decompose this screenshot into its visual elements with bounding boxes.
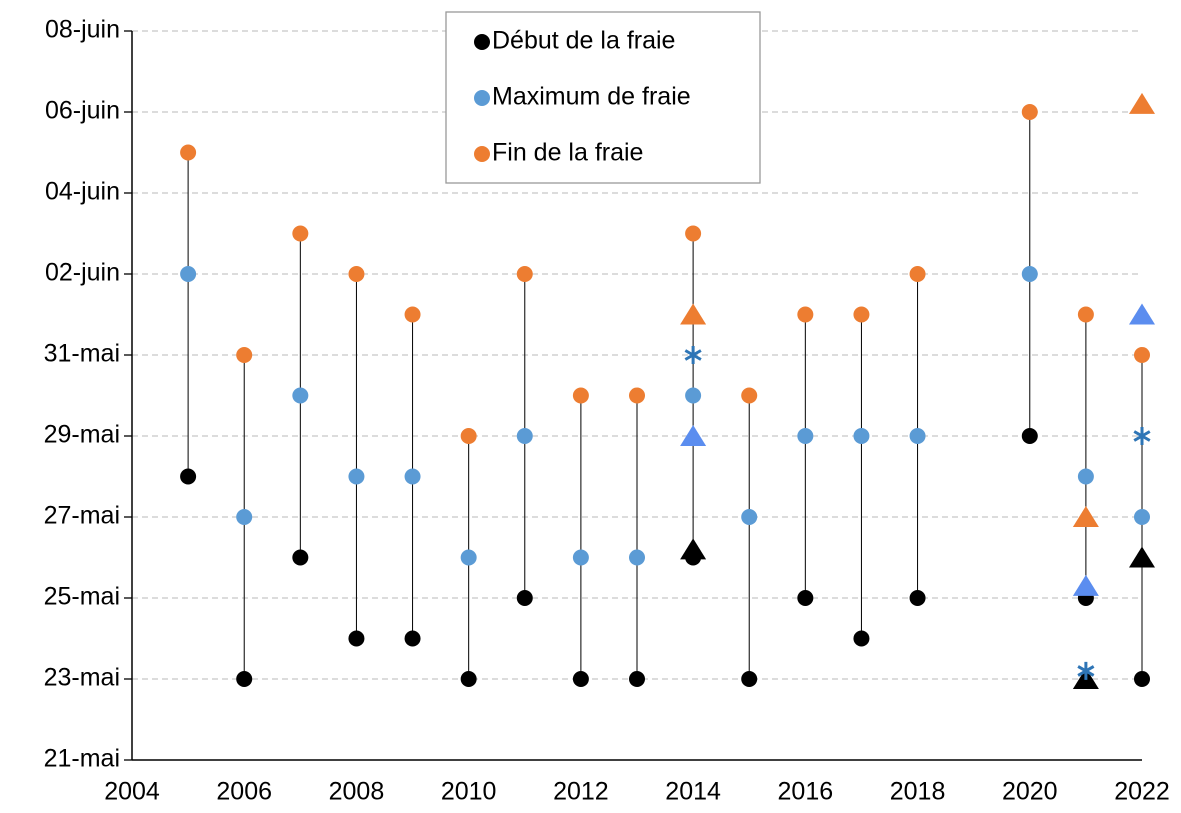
point — [292, 225, 309, 242]
point — [741, 509, 758, 525]
legend-marker — [474, 34, 490, 50]
point — [404, 468, 421, 485]
point — [516, 266, 533, 282]
point — [516, 428, 533, 444]
triangle-marker — [1072, 574, 1099, 596]
point — [404, 306, 421, 323]
point — [685, 225, 702, 242]
triangle-marker — [680, 538, 707, 560]
point — [1021, 428, 1038, 444]
point — [1077, 306, 1094, 323]
point — [629, 549, 645, 566]
triangle-marker — [1129, 92, 1155, 114]
y-tick-label: 25-mai — [44, 583, 120, 611]
point — [460, 671, 477, 687]
x-tick-label: 2018 — [890, 778, 946, 806]
point — [853, 428, 870, 444]
point — [516, 590, 533, 606]
triangle-marker — [1129, 546, 1155, 568]
x-tick-label: 2020 — [1002, 778, 1058, 806]
point — [741, 671, 758, 687]
y-tick-label: 27-mai — [44, 502, 120, 530]
triangle-marker — [680, 425, 707, 446]
legend-marker — [474, 146, 490, 162]
point — [348, 266, 365, 282]
asterisk-marker — [1077, 661, 1095, 680]
point — [572, 387, 589, 404]
point — [1021, 104, 1038, 120]
point — [348, 468, 365, 485]
x-tick-label: 2004 — [104, 778, 160, 806]
asterisk-marker — [1133, 427, 1151, 445]
legend-label: Fin de la fraie — [492, 139, 643, 167]
point — [685, 387, 702, 404]
y-tick-label: 31-mai — [44, 340, 120, 368]
point — [180, 468, 197, 485]
point — [236, 671, 253, 687]
point — [292, 549, 309, 566]
y-tick-label: 06-juin — [45, 97, 120, 125]
point — [180, 144, 197, 161]
point — [460, 428, 477, 444]
legend-marker — [474, 90, 490, 106]
point — [909, 266, 926, 282]
point — [853, 630, 870, 647]
point — [629, 387, 645, 404]
x-tick-label: 2016 — [778, 778, 834, 806]
x-tick-label: 2022 — [1114, 778, 1170, 806]
y-tick-label: 04-juin — [45, 178, 120, 206]
legend-box — [445, 11, 761, 184]
triangle-marker — [1072, 506, 1099, 527]
y-tick-label: 23-mai — [44, 664, 120, 692]
point — [797, 590, 814, 606]
point — [572, 671, 589, 687]
x-tick-label: 2010 — [441, 778, 497, 806]
point — [797, 428, 814, 444]
y-tick-label: 21-mai — [44, 745, 120, 773]
point — [741, 387, 758, 404]
y-tick-label: 02-juin — [45, 259, 120, 287]
asterisk-marker — [684, 346, 702, 364]
y-tick-label: 29-mai — [44, 421, 120, 449]
x-tick-label: 2012 — [553, 778, 609, 806]
legend-label: Début de la fraie — [492, 27, 675, 55]
legend-label: Maximum de fraie — [492, 83, 691, 111]
point — [292, 387, 309, 404]
point — [404, 630, 421, 647]
point — [909, 428, 926, 444]
x-tick-label: 2008 — [329, 778, 385, 806]
point — [1134, 671, 1150, 687]
point — [180, 266, 197, 282]
point — [236, 509, 253, 525]
point — [1134, 509, 1150, 525]
point — [348, 630, 365, 647]
point — [572, 549, 589, 566]
point — [1077, 468, 1094, 485]
y-tick-label: 08-juin — [45, 16, 120, 44]
point — [909, 590, 926, 606]
x-tick-label: 2014 — [665, 778, 721, 806]
point — [797, 306, 814, 323]
point — [1134, 347, 1150, 363]
point — [629, 671, 645, 687]
point — [853, 306, 870, 323]
triangle-marker — [680, 303, 707, 325]
point — [460, 549, 477, 566]
point — [236, 347, 253, 363]
x-tick-label: 2006 — [216, 778, 272, 806]
triangle-marker — [1129, 303, 1155, 325]
point — [1021, 266, 1038, 282]
